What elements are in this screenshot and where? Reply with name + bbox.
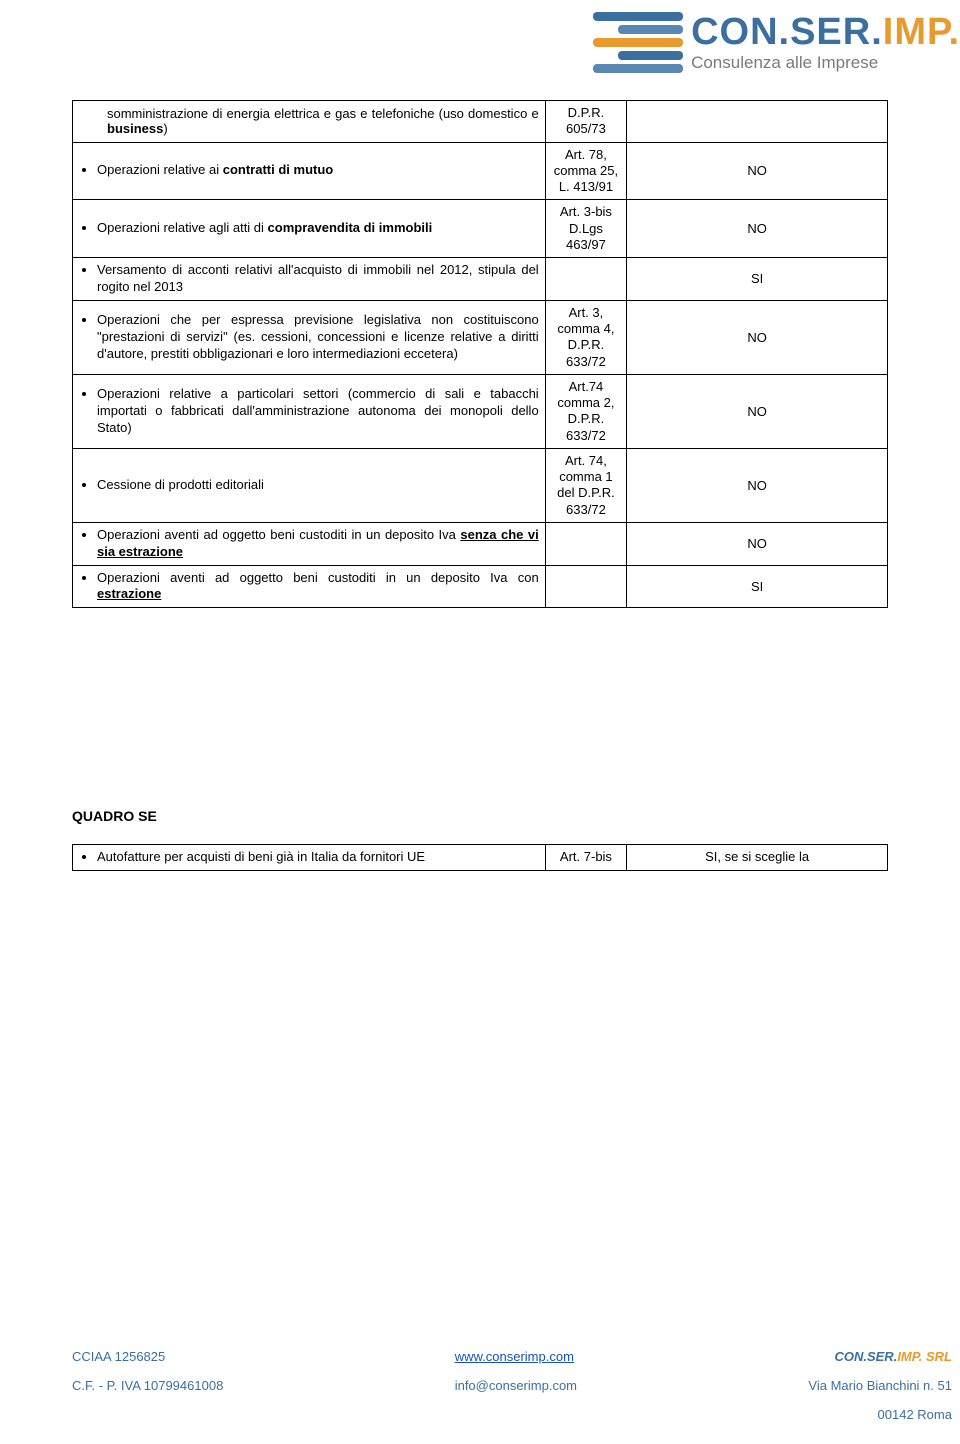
desc-text: Operazioni che per espressa previsione l… <box>97 312 539 363</box>
desc-text: Operazioni aventi ad oggetto beni custod… <box>97 570 539 604</box>
logo-main-orange: IMP. <box>883 11 960 53</box>
section-title: QUADRO SE <box>72 808 888 824</box>
desc-cell: Operazioni relative agli atti di comprav… <box>73 200 546 258</box>
logo-bar <box>618 51 683 60</box>
footer: CCIAA 1256825 C.F. - P. IVA 10799461008 … <box>72 1349 952 1422</box>
desc-text: Operazioni aventi ad oggetto beni custod… <box>97 527 539 561</box>
ref-cell: Art. 3-bis D.Lgs 463/97 <box>545 200 627 258</box>
desc-text: Cessione di prodotti editoriali <box>97 477 539 494</box>
footer-company: CON.SER.IMP. SRL <box>808 1349 952 1364</box>
logo-text: CON.SER.IMP. Consulenza alle Imprese <box>691 13 960 73</box>
desc-text: Operazioni relative ai contratti di mutu… <box>97 162 539 179</box>
ref-cell: Art. 3, comma 4, D.P.R. 633/72 <box>545 300 627 374</box>
table-row: Versamento di acconti relativi all'acqui… <box>73 258 888 301</box>
section-table: Autofatture per acquisti di beni già in … <box>72 844 888 871</box>
desc-text: Operazioni relative agli atti di comprav… <box>97 220 539 237</box>
logo-bar <box>593 64 683 73</box>
desc-text: Versamento di acconti relativi all'acqui… <box>97 262 539 296</box>
logo-bars <box>593 12 683 73</box>
ref-cell: Art. 78, comma 25, L. 413/91 <box>545 142 627 200</box>
ref-cell <box>545 565 627 608</box>
content: somministrazione di energia elettrica e … <box>72 100 888 871</box>
footer-left: CCIAA 1256825 C.F. - P. IVA 10799461008 <box>72 1349 223 1422</box>
logo-bar <box>593 12 683 21</box>
flag-cell: NO <box>627 448 888 522</box>
ref-cell <box>545 522 627 565</box>
sec-desc-cell: Autofatture per acquisti di beni già in … <box>73 845 546 871</box>
sec-desc-text: Autofatture per acquisti di beni già in … <box>97 849 539 866</box>
desc-cell: Operazioni che per espressa previsione l… <box>73 300 546 374</box>
flag-cell: NO <box>627 522 888 565</box>
sec-ref-cell: Art. 7-bis <box>545 845 627 871</box>
logo-main: CON.SER.IMP. <box>691 13 960 51</box>
flag-cell: SI <box>627 565 888 608</box>
flag-cell: NO <box>627 200 888 258</box>
section-row: Autofatture per acquisti di beni già in … <box>73 845 888 871</box>
flag-cell: NO <box>627 142 888 200</box>
flag-cell <box>627 101 888 143</box>
ref-cell <box>545 258 627 301</box>
ref-cell: D.P.R. 605/73 <box>545 101 627 143</box>
desc-cell: Operazioni relative a particolari settor… <box>73 374 546 448</box>
table-row: Operazioni aventi ad oggetto beni custod… <box>73 522 888 565</box>
footer-cf: C.F. - P. IVA 10799461008 <box>72 1378 223 1393</box>
footer-company-orange: IMP. SRL <box>897 1349 952 1364</box>
table-row: Cessione di prodotti editoriali Art. 74, … <box>73 448 888 522</box>
ref-cell: Art. 74, comma 1 del D.P.R. 633/72 <box>545 448 627 522</box>
table-row: Operazioni che per espressa previsione l… <box>73 300 888 374</box>
table-row: Operazioni relative ai contratti di mutu… <box>73 142 888 200</box>
table-row: Operazioni aventi ad oggetto beni custod… <box>73 565 888 608</box>
footer-url[interactable]: www.conserimp.com <box>455 1349 577 1364</box>
footer-mid: www.conserimp.com info@conserimp.com <box>455 1349 577 1422</box>
desc-cell: somministrazione di energia elettrica e … <box>73 101 546 143</box>
sec-flag-cell: SI, se si sceglie la <box>627 845 888 871</box>
table-row: somministrazione di energia elettrica e … <box>73 101 888 143</box>
footer-company-blue: CON.SER. <box>834 1349 897 1364</box>
flag-cell: NO <box>627 300 888 374</box>
logo-sub: Consulenza alle Imprese <box>691 53 878 73</box>
desc-cell: Versamento di acconti relativi all'acqui… <box>73 258 546 301</box>
flag-cell: SI <box>627 258 888 301</box>
table-row: Operazioni relative agli atti di comprav… <box>73 200 888 258</box>
ref-cell: Art.74 comma 2, D.P.R. 633/72 <box>545 374 627 448</box>
logo-block: CON.SER.IMP. Consulenza alle Imprese <box>593 12 960 73</box>
logo-bar <box>618 25 683 34</box>
table-row: Operazioni relative a particolari settor… <box>73 374 888 448</box>
footer-cciaa: CCIAA 1256825 <box>72 1349 223 1364</box>
main-table: somministrazione di energia elettrica e … <box>72 100 888 608</box>
desc-text: Operazioni relative a particolari settor… <box>97 386 539 437</box>
desc-cell: Cessione di prodotti editoriali <box>73 448 546 522</box>
footer-right: CON.SER.IMP. SRL Via Mario Bianchini n. … <box>808 1349 952 1422</box>
desc-cell: Operazioni aventi ad oggetto beni custod… <box>73 565 546 608</box>
desc-cell: Operazioni relative ai contratti di mutu… <box>73 142 546 200</box>
desc-cell: Operazioni aventi ad oggetto beni custod… <box>73 522 546 565</box>
flag-cell: NO <box>627 374 888 448</box>
footer-addr1: Via Mario Bianchini n. 51 <box>808 1378 952 1393</box>
logo-bar <box>593 38 683 47</box>
logo-main-blue: CON.SER. <box>691 11 883 53</box>
footer-email: info@conserimp.com <box>455 1378 577 1393</box>
footer-addr2: 00142 Roma <box>808 1407 952 1422</box>
page: CON.SER.IMP. Consulenza alle Imprese som… <box>0 0 960 1444</box>
